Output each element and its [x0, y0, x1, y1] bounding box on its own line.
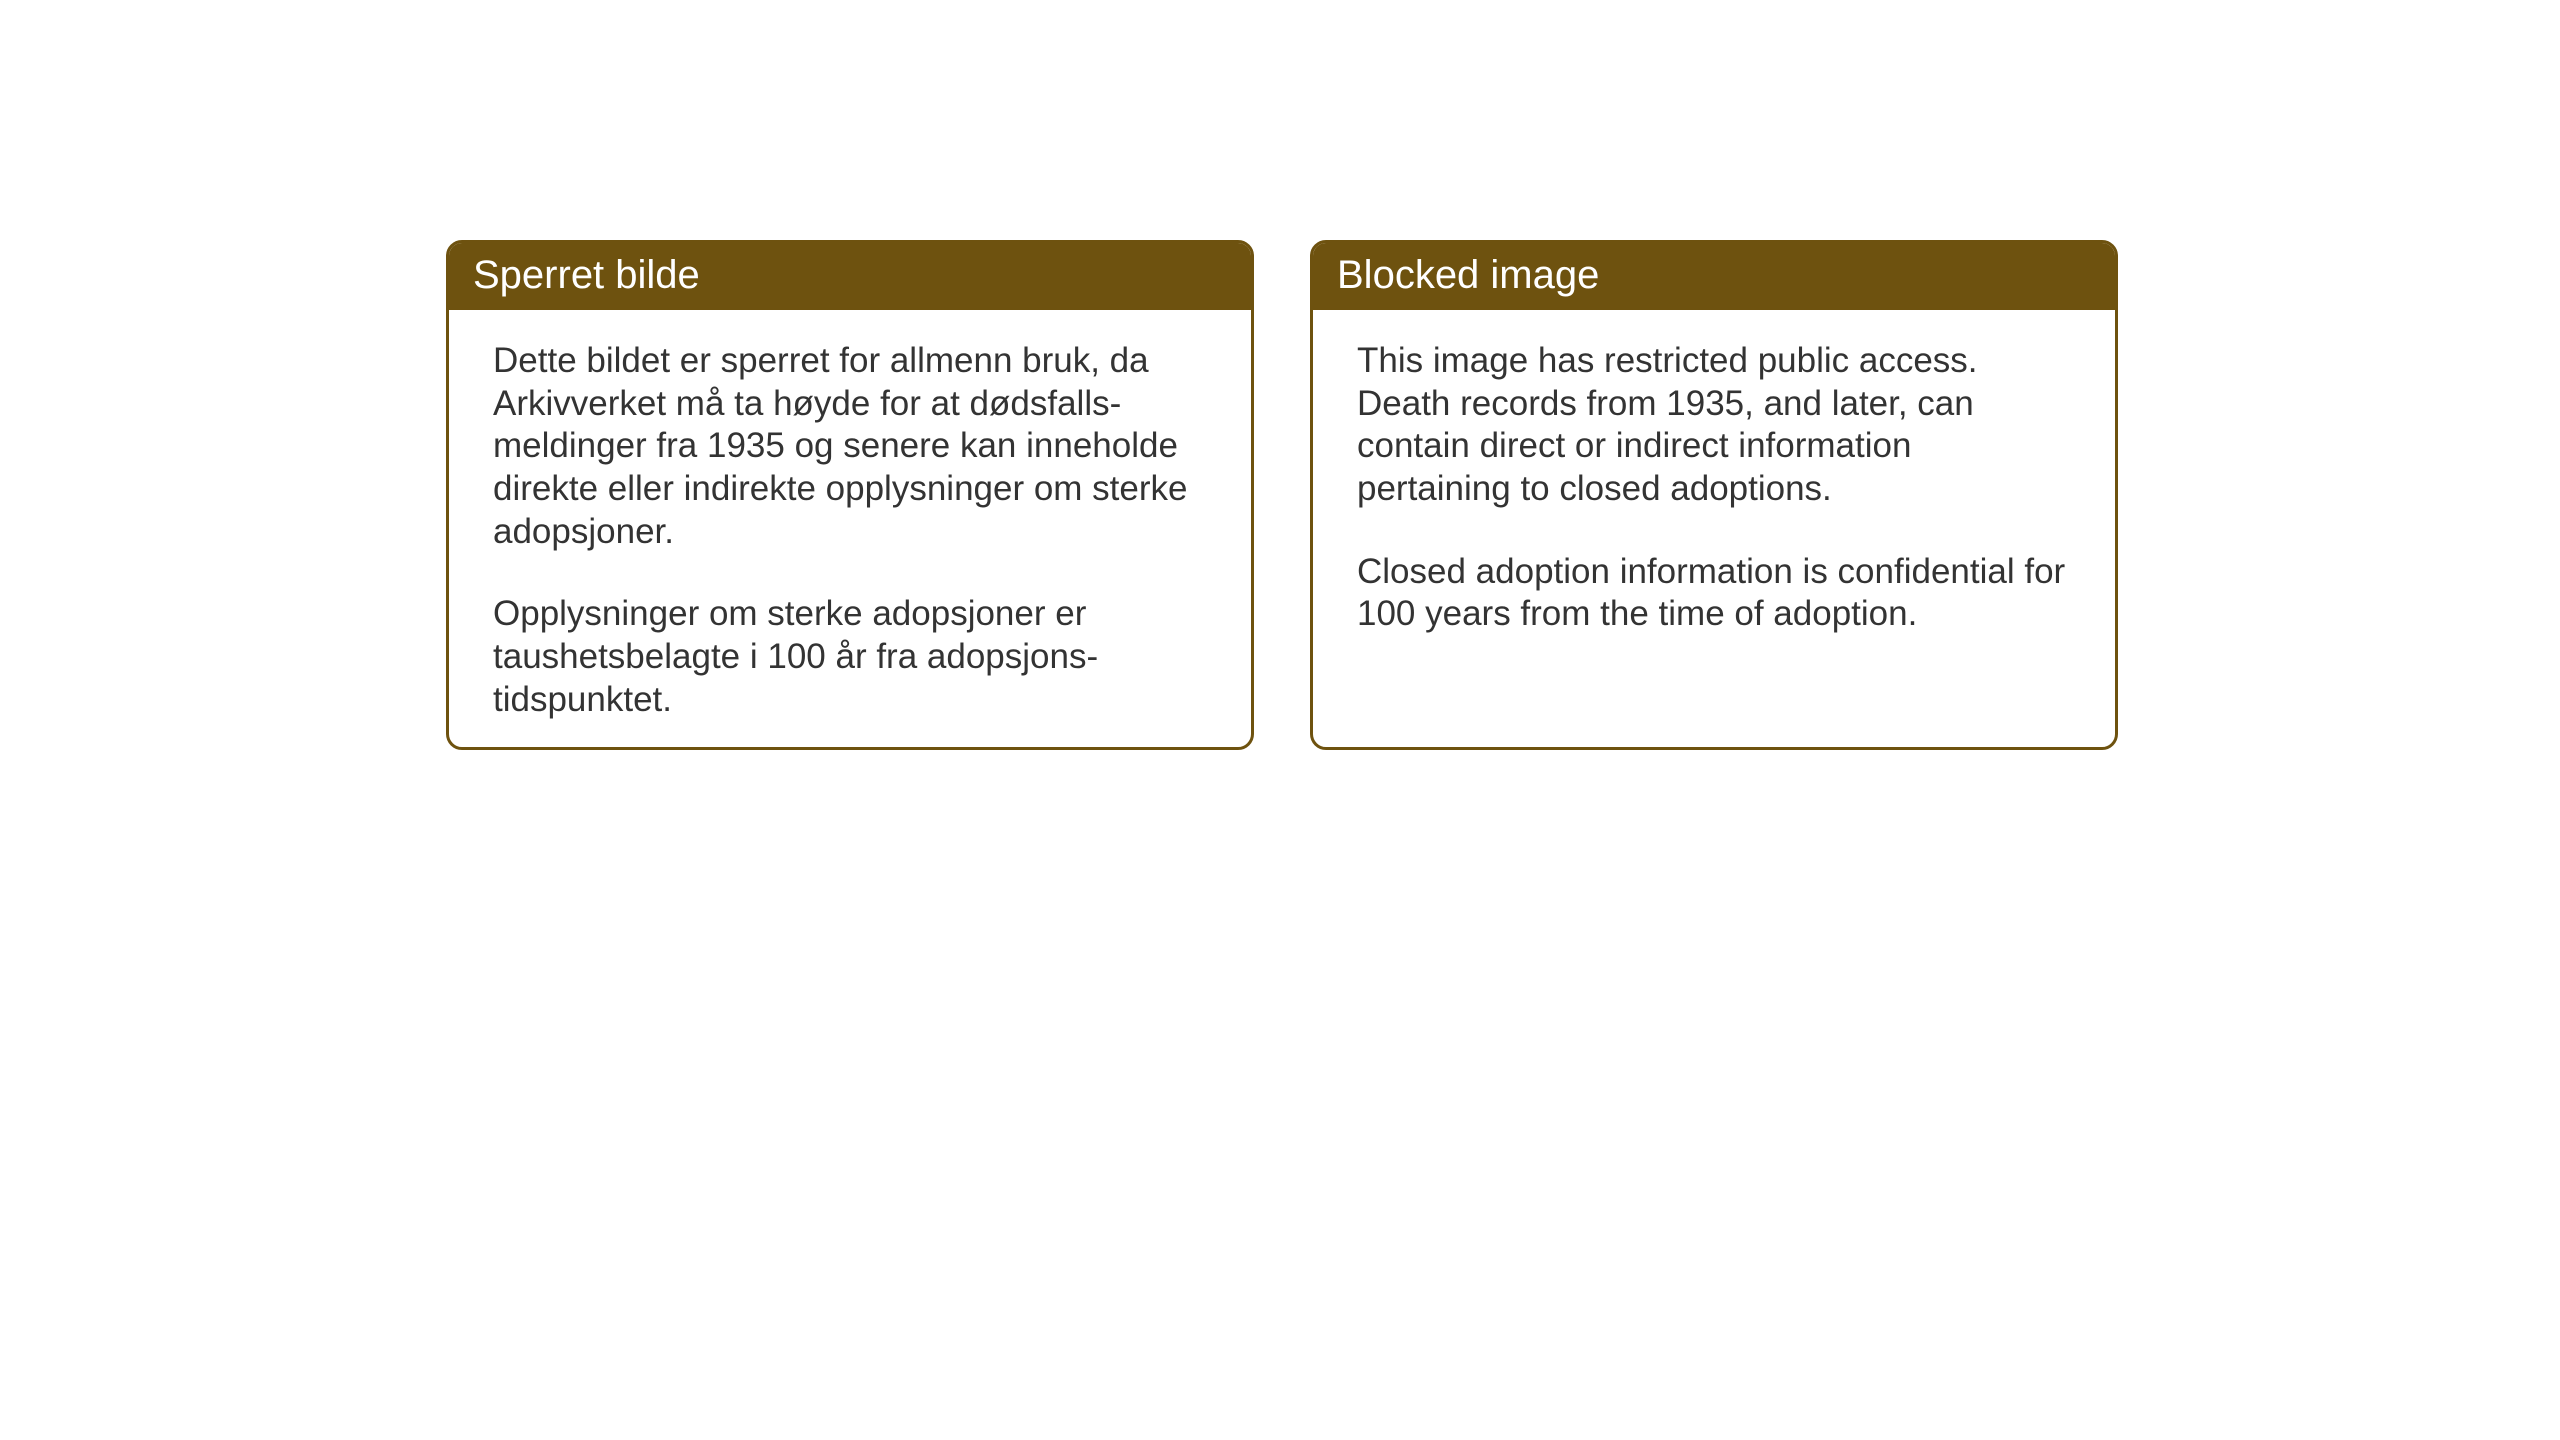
norwegian-card-header: Sperret bilde — [449, 243, 1251, 310]
norwegian-card-body: Dette bildet er sperret for allmenn bruk… — [449, 310, 1251, 750]
english-paragraph-2: Closed adoption information is confident… — [1357, 551, 2071, 636]
english-card: Blocked image This image has restricted … — [1310, 240, 2118, 750]
norwegian-card: Sperret bilde Dette bildet er sperret fo… — [446, 240, 1254, 750]
norwegian-card-title: Sperret bilde — [473, 253, 700, 297]
card-container: Sperret bilde Dette bildet er sperret fo… — [446, 240, 2118, 750]
english-card-body: This image has restricted public access.… — [1313, 310, 2115, 676]
english-paragraph-1: This image has restricted public access.… — [1357, 340, 2071, 511]
norwegian-paragraph-1: Dette bildet er sperret for allmenn bruk… — [493, 340, 1207, 553]
english-card-title: Blocked image — [1337, 253, 1599, 297]
english-card-header: Blocked image — [1313, 243, 2115, 310]
norwegian-paragraph-2: Opplysninger om sterke adopsjoner er tau… — [493, 593, 1207, 721]
